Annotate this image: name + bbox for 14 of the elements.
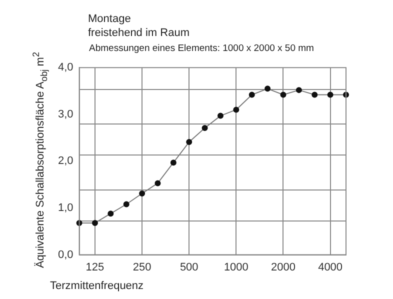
x-tick-label: 2000 <box>271 261 296 274</box>
chart-title: Montage freistehend im Raum <box>88 12 190 40</box>
x-tick-label: 500 <box>180 261 198 274</box>
x-tick-label: 250 <box>132 261 152 274</box>
x-tick-label: 1000 <box>224 261 248 274</box>
x-axis-title: Terzmittenfrequenz <box>50 280 144 292</box>
y-tick-label: 3,0 <box>58 108 74 120</box>
x-tick-label: 125 <box>86 261 104 274</box>
y-tick-label: 2,0 <box>58 155 74 168</box>
x-tick-label: 4000 <box>318 261 343 274</box>
y-tick-label: 4,0 <box>58 62 74 74</box>
chart-subtitle: Abmessungen eines Elements: 1000 x 2000 x 50 mm <box>89 43 314 54</box>
y-tick-label: 0,0 <box>58 248 74 261</box>
y-tick-label: 1,0 <box>58 202 74 214</box>
